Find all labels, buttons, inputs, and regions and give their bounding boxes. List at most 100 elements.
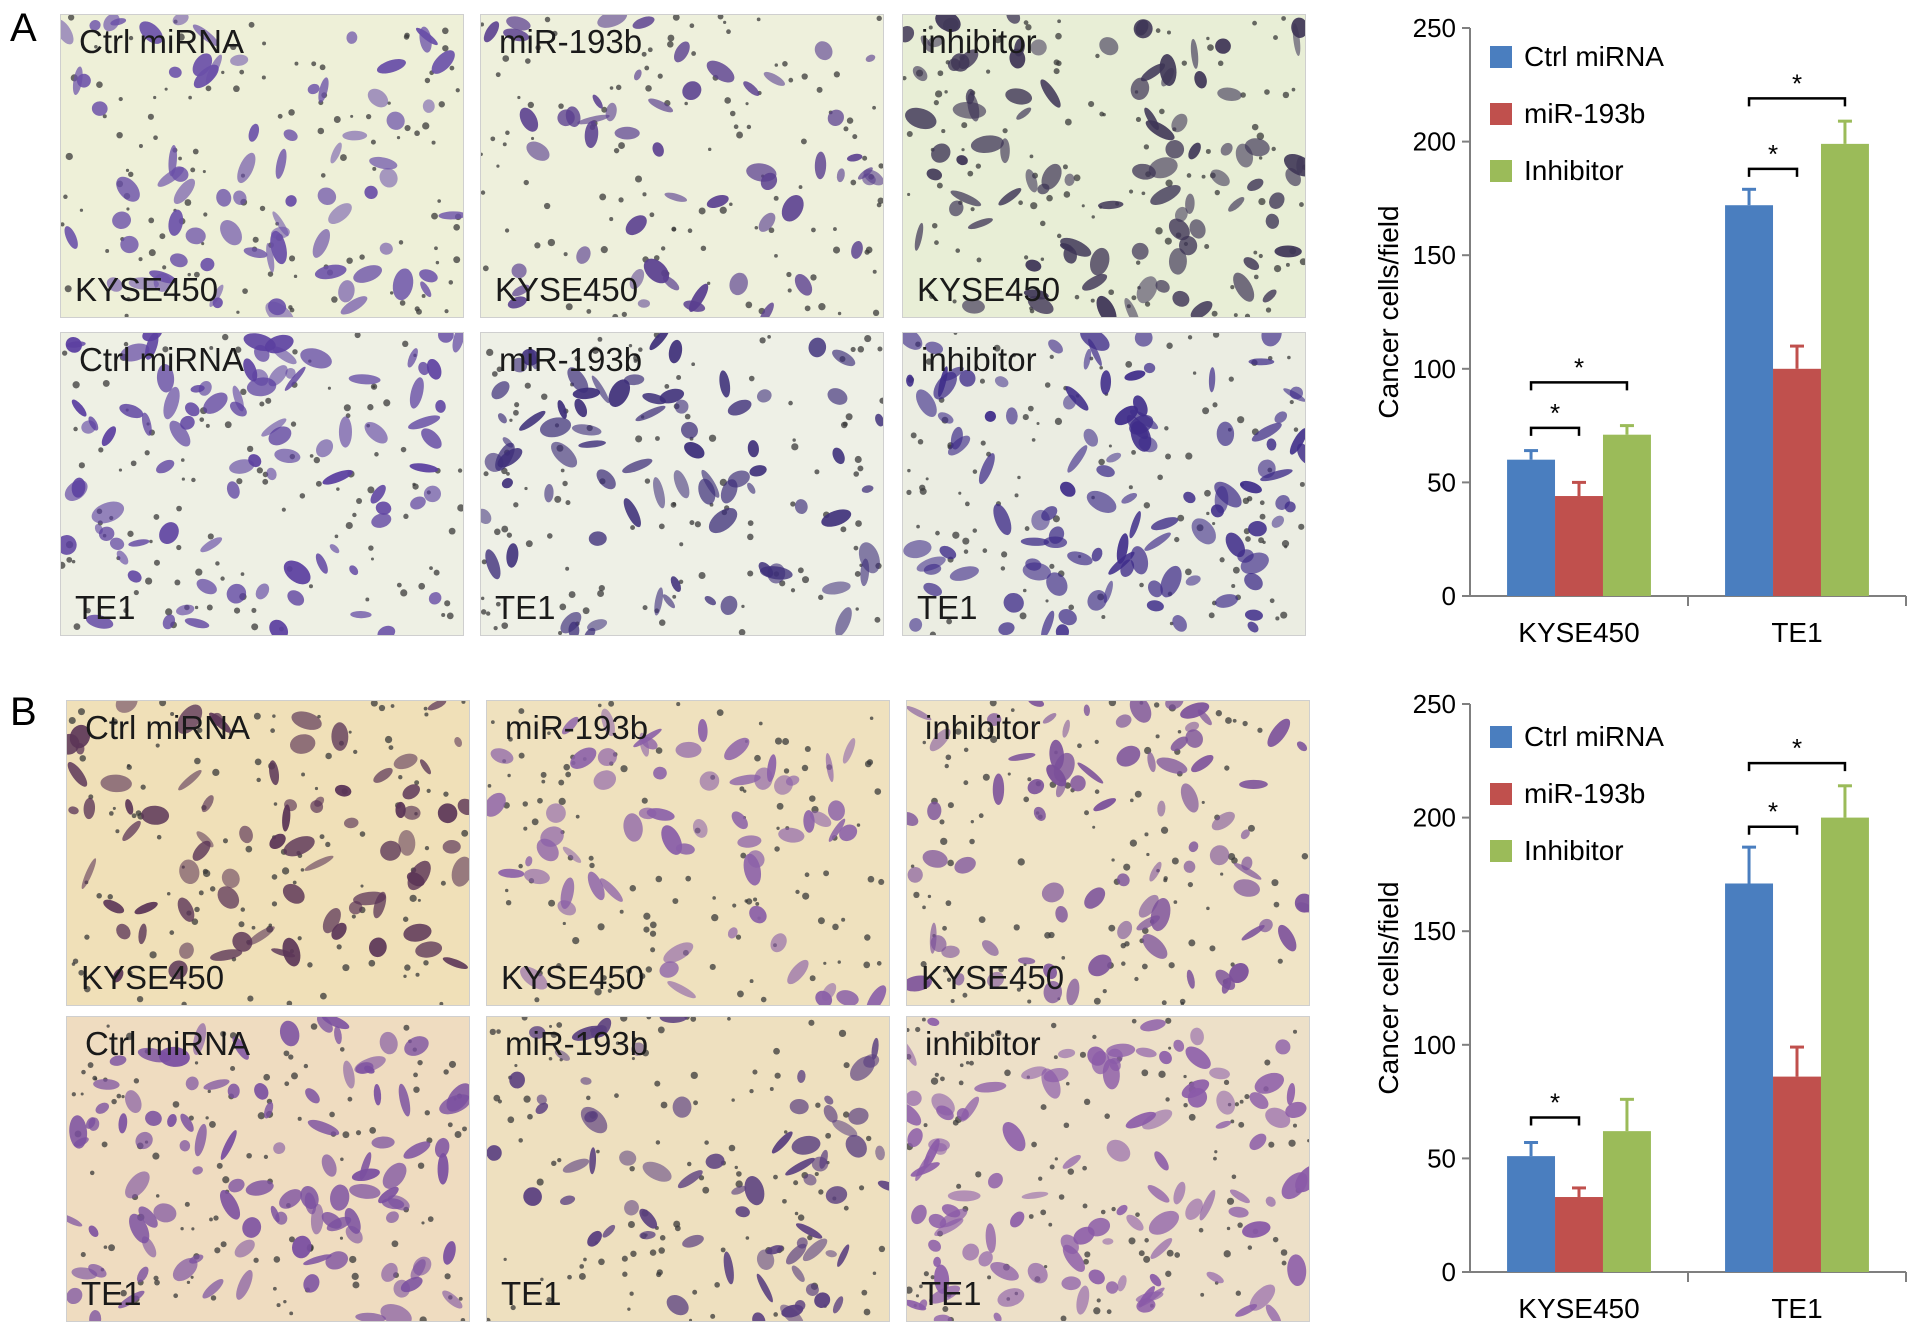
pore-dot [108,811,114,816]
pore-dot [271,874,278,880]
pore-dot [1053,59,1060,66]
stained-cell [587,1230,602,1247]
stained-cell [1217,87,1242,101]
stained-cell [827,800,845,821]
pore-dot [290,1072,298,1080]
stained-cell [419,269,438,283]
pore-dot [101,1141,108,1148]
stained-cell [599,878,623,902]
pore-dot [111,718,118,725]
stained-cell [158,1046,190,1067]
pore-dot [212,768,220,777]
pore-dot [438,101,445,108]
pore-dot [1134,976,1139,982]
bracket-line [1529,381,1629,391]
pore-dot [629,1291,634,1296]
pore-dot [399,300,406,306]
stained-cell [727,927,738,939]
stained-cell [850,1056,875,1081]
stained-cell [1241,924,1265,941]
pore-dot [732,903,737,908]
stained-cell [1083,428,1099,447]
pore-dot [1040,1209,1047,1216]
pore-dot [963,747,969,753]
stained-cell [168,145,178,177]
pore-dot [1010,708,1015,712]
pore-dot [773,195,779,201]
pore-dot [797,1214,805,1221]
pore-dot [209,1120,216,1128]
pore-dot [558,797,566,806]
stained-cell [949,566,979,581]
pore-dot [541,779,546,784]
pore-dot [191,918,199,925]
panel-letter-a: A [10,6,37,50]
pore-dot [690,1017,697,1022]
pore-dot [747,533,754,541]
stained-cell [283,560,311,585]
micrograph-condition-label: inhibitor [921,23,1037,60]
stained-cell [907,1128,923,1148]
stained-cell [369,937,387,958]
stained-cell [1260,469,1293,482]
stained-cell [81,858,97,890]
pore-dot [190,1275,194,1279]
pore-dot [1048,1222,1053,1227]
pore-dot [259,401,265,407]
stained-cell [1172,290,1190,307]
pore-dot [814,469,820,475]
stained-cell [794,274,813,296]
pore-dot [524,486,528,491]
stained-cell [1147,752,1156,773]
pore-dot [664,384,670,389]
stained-cell [623,498,641,528]
pore-dot [621,1255,628,1262]
pore-dot [184,199,192,206]
stained-cell [219,1190,241,1220]
stained-cell [567,367,589,393]
stained-cell [109,1055,127,1066]
pore-dot [403,1024,410,1031]
stained-cell [1194,71,1207,89]
pore-dot [173,1293,179,1299]
stained-cell [141,1236,157,1258]
pore-dot [153,514,160,520]
pore-dot [339,1047,345,1052]
pore-dot [642,192,647,197]
pore-dot [658,1247,665,1254]
pore-dot [1244,1094,1250,1100]
stained-cell [342,130,368,141]
stained-cell [922,849,948,868]
stained-cell [129,1213,150,1244]
stained-cell [814,1292,831,1309]
bracket-line [1529,426,1581,436]
stained-cell [91,101,108,116]
stained-cell [909,618,923,632]
pore-dot [709,963,716,971]
bracket-line [1747,825,1799,835]
stained-cell [289,734,316,754]
pore-dot [916,524,920,529]
pore-dot [879,397,883,404]
pore-dot [496,164,500,168]
stained-cell [1070,775,1086,792]
pore-dot [688,1318,693,1321]
pore-dot [876,15,882,22]
micrograph-cell-line-label: TE1 [75,589,136,626]
pore-dot [910,864,915,869]
pore-dot [837,960,841,964]
stained-cell [1168,218,1190,241]
pore-dot [658,523,665,530]
stained-cell [1008,752,1036,761]
stained-cell [821,581,851,595]
pore-dot [917,439,924,445]
pore-dot [872,1271,877,1275]
pore-dot [148,249,156,257]
stained-cell [654,587,664,616]
pore-dot [1128,485,1133,490]
pore-dot [1293,427,1299,432]
pore-dot [852,134,858,140]
y-tick-label: 0 [1442,1257,1456,1287]
micrograph-image [487,701,889,1005]
pore-dot [1090,298,1095,303]
